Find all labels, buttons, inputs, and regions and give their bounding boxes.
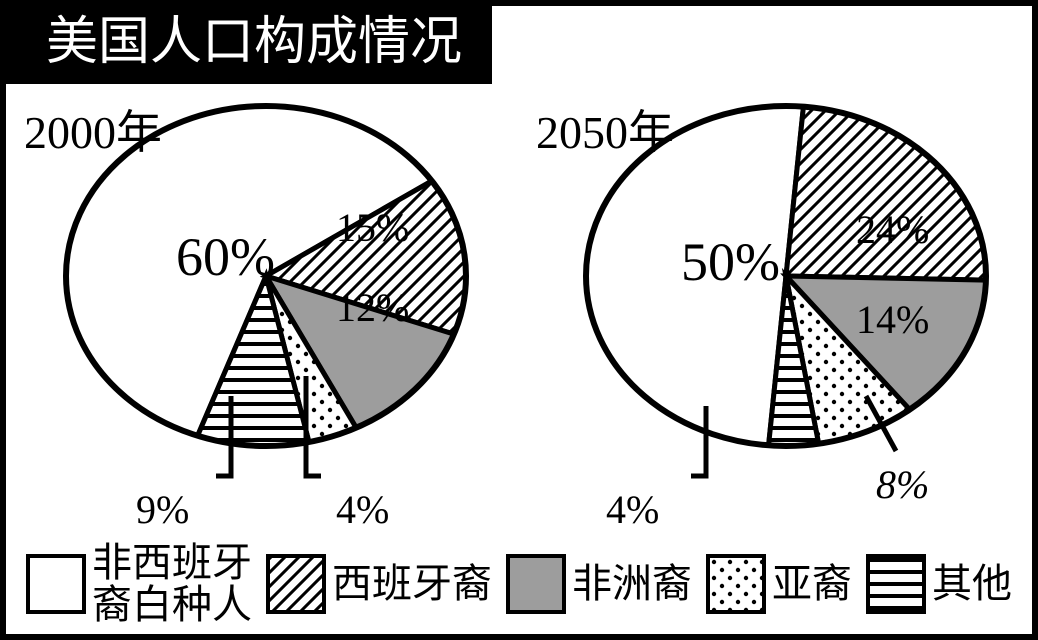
pct-label-hispanic: 24% <box>856 206 929 253</box>
pct-label-asian: 8% <box>876 461 929 508</box>
year-label: 2000年 <box>24 96 162 162</box>
pct-label-hispanic: 15% <box>336 204 409 251</box>
pct-label-african: 14% <box>856 296 929 343</box>
pct-label-asian: 4% <box>336 486 389 533</box>
pct-label-african: 12% <box>336 284 409 331</box>
pie-slice-hispanic <box>786 107 986 281</box>
pct-label-other: 4% <box>606 486 659 533</box>
pct-label-other: 9% <box>136 486 189 533</box>
pct-label-white: 50% <box>681 231 780 293</box>
year-label: 2050年 <box>536 96 674 162</box>
pct-label-white: 60% <box>176 226 275 288</box>
figure-frame: 美国人口构成情况 非西班牙裔白种人西班牙裔非洲裔亚裔其他 2000年60%15%… <box>0 0 1038 640</box>
